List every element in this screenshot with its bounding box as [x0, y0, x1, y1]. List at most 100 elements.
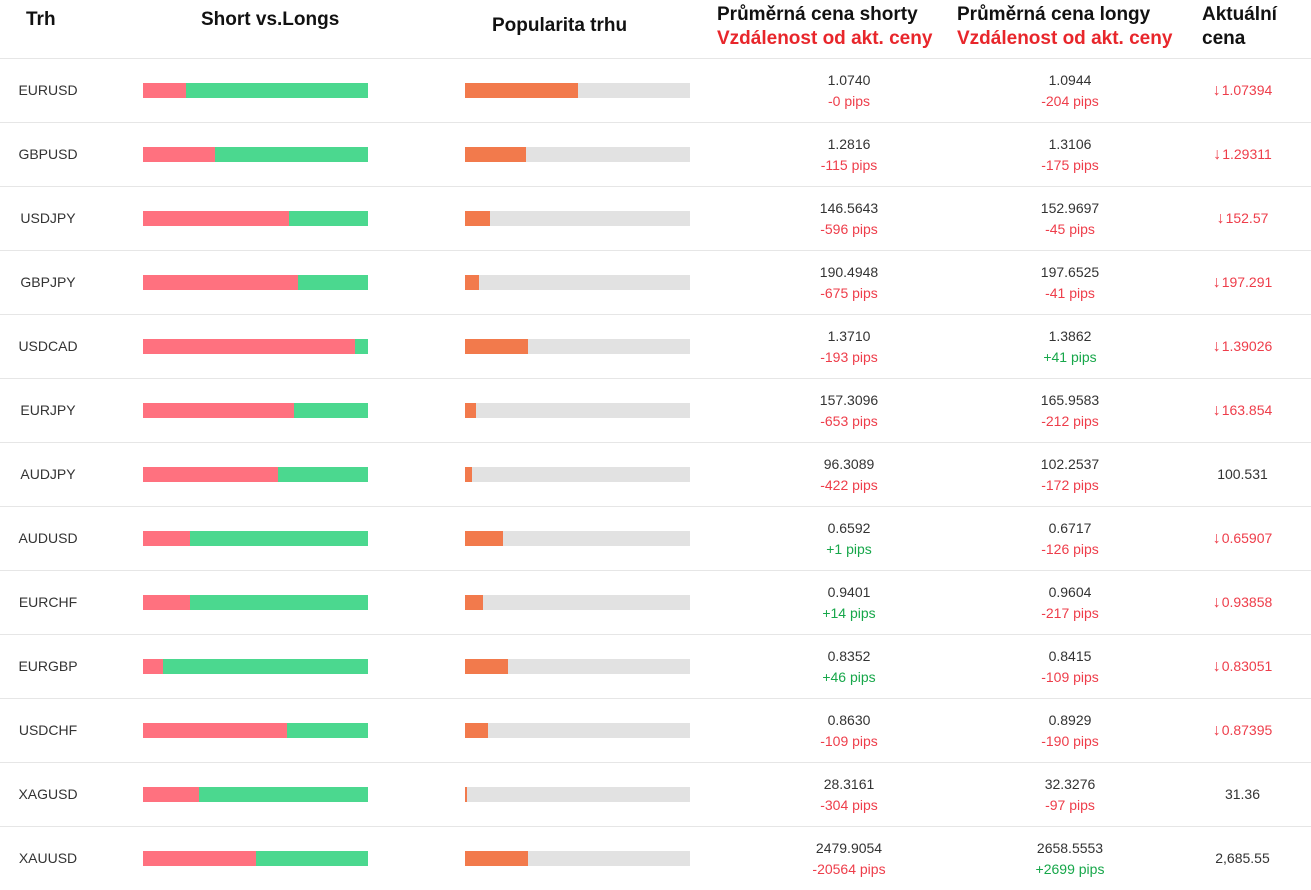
short-vs-long-bar: [143, 467, 368, 482]
table-row[interactable]: USDCHF 0.8630 -109 pips 0.8929 -190 pips ↓0.8…: [0, 698, 1311, 762]
current-price-cell: ↓163.854: [1180, 379, 1305, 442]
avg-long-price: 102.2537: [1040, 456, 1100, 472]
avg-long-cell: 152.9697 -45 pips: [980, 197, 1160, 239]
current-price-value: 152.57: [1225, 210, 1269, 226]
avg-short-price: 96.3089: [823, 456, 875, 472]
market-symbol[interactable]: EURCHF: [18, 594, 78, 610]
avg-long-price: 32.3276: [1044, 776, 1096, 792]
avg-long-cell: 0.8929 -190 pips: [980, 709, 1160, 751]
short-share-fill: [143, 659, 164, 674]
short-vs-long-bar: [143, 83, 368, 98]
avg-long-price: 2658.5553: [1036, 840, 1104, 856]
avg-long-price: 197.6525: [1040, 264, 1100, 280]
table-row[interactable]: AUDJPY 96.3089 -422 pips 102.2537 -172 pips 1…: [0, 442, 1311, 506]
current-price-value: 1.07394: [1221, 82, 1273, 98]
table-row[interactable]: GBPJPY 190.4948 -675 pips 197.6525 -41 pips ↓…: [0, 250, 1311, 314]
popularity-bar: [465, 275, 690, 290]
market-symbol[interactable]: EURJPY: [20, 402, 76, 418]
avg-short-cell: 1.2816 -115 pips: [759, 133, 939, 175]
market-symbol[interactable]: AUDJPY: [20, 466, 76, 482]
avg-short-price: 1.2816: [827, 136, 871, 152]
avg-long-distance: -212 pips: [1041, 413, 1099, 429]
market-symbol[interactable]: GBPJPY: [20, 274, 76, 290]
column-header-popularity: Popularita trhu: [492, 15, 628, 36]
short-share-fill: [143, 83, 186, 98]
avg-short-distance: -596 pips: [820, 221, 878, 237]
short-share-fill: [143, 787, 200, 802]
market-symbol[interactable]: AUDUSD: [18, 530, 78, 546]
current-price-cell: 31.36: [1180, 763, 1305, 826]
table-row[interactable]: AUDUSD 0.6592 +1 pips 0.6717 -126 pips ↓0.659…: [0, 506, 1311, 570]
arrow-down-icon: ↓: [1216, 210, 1225, 227]
market-symbol[interactable]: USDCAD: [18, 338, 78, 354]
table-row[interactable]: EURUSD 1.0740 -0 pips 1.0944 -204 pips ↓1.073…: [0, 58, 1311, 122]
avg-long-price: 0.8929: [1048, 712, 1092, 728]
current-price-value: 31.36: [1224, 786, 1261, 802]
current-price-title-line1: Aktuální: [1202, 4, 1277, 25]
market-symbol[interactable]: EURUSD: [18, 82, 78, 98]
popularity-fill: [465, 211, 490, 226]
market-symbol[interactable]: USDCHF: [18, 722, 78, 738]
avg-short-cell: 28.3161 -304 pips: [759, 773, 939, 815]
avg-long-price: 152.9697: [1040, 200, 1100, 216]
market-symbol[interactable]: XAGUSD: [18, 786, 78, 802]
avg-long-price: 1.3106: [1048, 136, 1092, 152]
market-symbol[interactable]: GBPUSD: [18, 146, 78, 162]
avg-long-price: 0.8415: [1048, 648, 1092, 664]
table-row[interactable]: EURGBP 0.8352 +46 pips 0.8415 -109 pips ↓ 0.83…: [0, 634, 1311, 698]
current-price-value: 1.39026: [1221, 338, 1273, 354]
short-vs-long-bar: [143, 531, 368, 546]
avg-long-price: 1.3862: [1048, 328, 1092, 344]
column-header-avg-short: Průměrná cena shorty Vzdálenost od akt. …: [717, 3, 932, 51]
popularity-fill: [465, 83, 578, 98]
popularity-fill: [465, 339, 528, 354]
avg-long-distance: -109 pips: [1041, 669, 1099, 685]
avg-short-distance: -0 pips: [827, 93, 871, 109]
avg-short-price: 0.8352: [827, 648, 871, 664]
table-row[interactable]: GBPUSD 1.2816 -115 pips 1.3106 -175 pips ↓1.2…: [0, 122, 1311, 186]
table-row[interactable]: XAGUSD 28.3161 -304 pips 32.3276 -97 pips 31.…: [0, 762, 1311, 826]
avg-long-price: 1.0944: [1048, 72, 1092, 88]
table-row[interactable]: EURCHF 0.9401 +14 pips 0.9604 -217 pips ↓0.93…: [0, 570, 1311, 634]
market-symbol[interactable]: EURGBP: [18, 658, 78, 674]
current-price-cell: ↓197.291: [1180, 251, 1305, 314]
popularity-bar: [465, 723, 690, 738]
table-row[interactable]: EURJPY 157.3096 -653 pips 165.9583 -212 pips…: [0, 378, 1311, 442]
table-row[interactable]: USDJPY 146.5643 -596 pips 152.9697 -45 pips ↓…: [0, 186, 1311, 250]
popularity-fill: [465, 275, 479, 290]
avg-short-cell: 0.8630 -109 pips: [759, 709, 939, 751]
avg-long-distance: -204 pips: [1041, 93, 1099, 109]
table-row[interactable]: XAUUSD 2479.9054 -20564 pips 2658.5553 +2699…: [0, 826, 1311, 890]
current-price-value: 100.531: [1217, 466, 1268, 482]
popularity-bar: [465, 787, 690, 802]
avg-long-price: 0.9604: [1048, 584, 1092, 600]
short-vs-long-bar: [143, 851, 368, 866]
popularity-bar: [465, 211, 690, 226]
popularity-bar: [465, 531, 690, 546]
popularity-fill: [465, 531, 504, 546]
avg-short-cell: 0.8352 +46 pips: [759, 645, 939, 687]
market-symbol[interactable]: USDJPY: [20, 210, 76, 226]
market-symbol[interactable]: XAUUSD: [18, 850, 78, 866]
avg-long-cell: 0.6717 -126 pips: [980, 517, 1160, 559]
avg-long-distance: -45 pips: [1045, 221, 1095, 237]
avg-long-cell: 0.8415 -109 pips: [980, 645, 1160, 687]
popularity-fill: [465, 595, 483, 610]
avg-long-cell: 1.3106 -175 pips: [980, 133, 1160, 175]
arrow-down-icon: ↓: [1212, 658, 1221, 675]
popularity-fill: [465, 851, 528, 866]
avg-short-distance: -109 pips: [820, 733, 878, 749]
avg-short-cell: 146.5643 -596 pips: [759, 197, 939, 239]
avg-long-price: 0.6717: [1048, 520, 1092, 536]
short-share-fill: [143, 467, 278, 482]
avg-long-cell: 32.3276 -97 pips: [980, 773, 1160, 815]
avg-short-cell: 0.6592 +1 pips: [759, 517, 939, 559]
table-row[interactable]: USDCAD 1.3710 -193 pips 1.3862 +41 pips ↓1.39…: [0, 314, 1311, 378]
avg-long-cell: 2658.5553 +2699 pips: [980, 837, 1160, 879]
avg-short-distance: +14 pips: [822, 605, 876, 621]
current-price-title-line2: cena: [1202, 28, 1246, 49]
avg-short-cell: 1.3710 -193 pips: [759, 325, 939, 367]
avg-short-price: 0.6592: [827, 520, 871, 536]
popularity-bar: [465, 595, 690, 610]
column-header-market: Trh: [26, 9, 56, 30]
